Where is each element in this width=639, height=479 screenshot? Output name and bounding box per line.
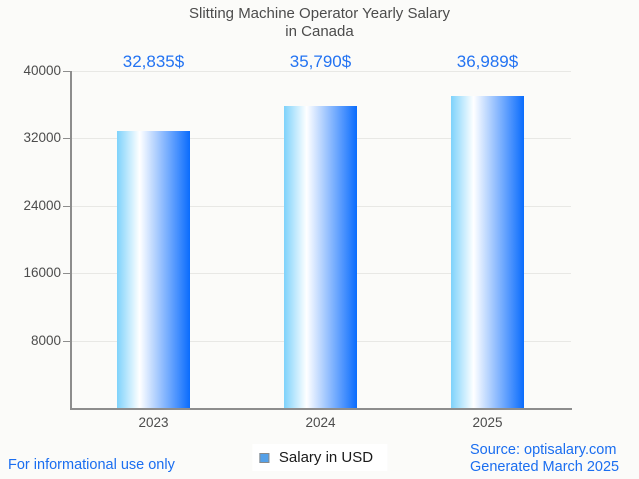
y-tick-mark xyxy=(63,340,70,342)
bar-2025[interactable] xyxy=(451,96,524,408)
x-tick-label-2024: 2024 xyxy=(305,415,336,430)
chart-title-line2: in Canada xyxy=(285,23,354,40)
legend-swatch-icon xyxy=(258,452,269,463)
x-axis-line xyxy=(70,408,572,410)
gridline xyxy=(70,71,571,72)
y-tick-mark xyxy=(63,205,70,207)
value-label-2024: 35,790$ xyxy=(289,52,352,71)
y-tick-mark xyxy=(63,71,70,72)
disclaimer-text: For informational use only xyxy=(8,457,175,473)
value-label-2025: 36,989$ xyxy=(456,52,519,71)
y-axis-line xyxy=(70,71,72,410)
y-tick-mark xyxy=(63,138,70,140)
source-link[interactable]: Source: optisalary.com xyxy=(470,442,617,458)
y-tick-label: 8000 xyxy=(30,332,61,348)
y-tick-label: 40000 xyxy=(23,63,61,78)
generated-date: Generated March 2025 xyxy=(470,458,620,475)
y-tick-label: 16000 xyxy=(23,265,61,281)
bar-2024[interactable] xyxy=(284,106,357,408)
x-tick-label-2023: 2023 xyxy=(138,415,169,430)
y-tick-label: 32000 xyxy=(23,130,61,146)
chart-title: Slitting Machine Operator Yearly Salary … xyxy=(0,5,639,41)
chart-title-line1: Slitting Machine Operator Yearly Salary xyxy=(189,5,450,22)
bar-2023[interactable] xyxy=(117,131,190,408)
y-tick-label: 24000 xyxy=(23,197,61,213)
legend[interactable]: Salary in USD xyxy=(251,444,388,471)
source-attribution: Source: optisalary.com Generated March 2… xyxy=(470,442,619,475)
x-tick-label-2025: 2025 xyxy=(472,415,503,430)
y-tick-mark xyxy=(63,273,70,275)
legend-label: Salary in USD xyxy=(278,449,374,466)
value-label-2023: 32,835$ xyxy=(122,52,185,71)
